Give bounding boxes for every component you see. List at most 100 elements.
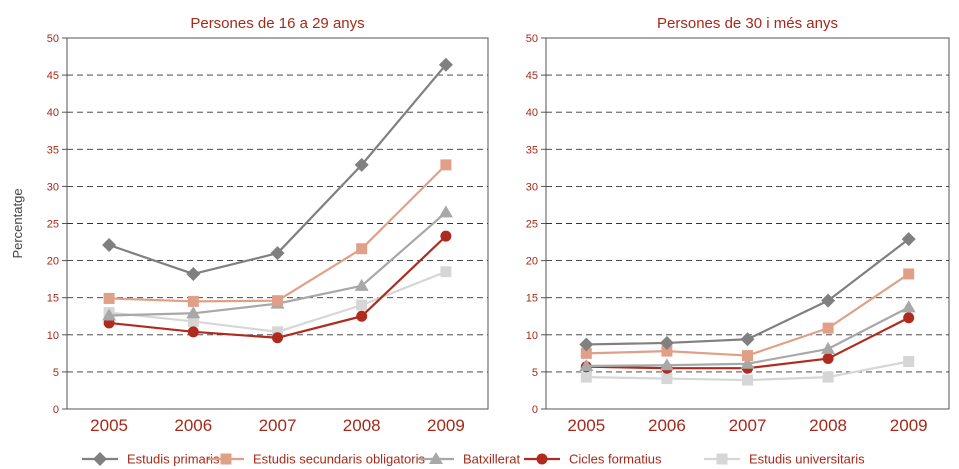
data-point-estudis-primaris <box>579 337 594 352</box>
y-tick-label: 10 <box>526 330 538 342</box>
data-point-batxillerat <box>579 358 594 371</box>
data-point-estudis-universitaris <box>440 266 452 278</box>
data-point-cicles-formatius <box>272 332 283 344</box>
data-point-estudis-secundaris-obligatoris <box>822 322 834 334</box>
data-point-batxillerat <box>186 306 201 319</box>
data-point-batxillerat <box>821 341 836 354</box>
data-point-estudis-primaris <box>102 238 117 253</box>
y-tick-label: 0 <box>532 404 538 416</box>
legend-label: Batxillerat <box>463 452 520 467</box>
data-point-batxillerat <box>740 356 755 369</box>
data-point-cicles-formatius <box>822 353 834 365</box>
y-tick-label: 35 <box>47 144 59 156</box>
data-point-estudis-primaris <box>438 57 453 72</box>
data-point-estudis-universitaris <box>822 371 834 383</box>
data-point-estudis-secundaris-obligatoris <box>661 345 673 357</box>
data-point-estudis-primaris <box>740 332 755 347</box>
legend-item-cicles-formatius: Cicles formatius <box>524 452 662 467</box>
y-tick-label: 50 <box>47 33 59 45</box>
data-point-batxillerat <box>102 308 117 321</box>
data-point-estudis-universitaris <box>903 356 915 368</box>
y-tick-label: 30 <box>47 181 59 193</box>
panel-2: 0 5 10 15 20 25 30 35 40 45 50 2005 2006 2007 2008 2009… <box>526 15 950 435</box>
data-point-batxillerat <box>438 205 453 218</box>
y-tick-label: 45 <box>526 70 538 82</box>
data-point-estudis-secundaris-obligatoris <box>103 292 115 304</box>
data-point-estudis-primaris <box>354 157 369 172</box>
series-estudis-secundaris-obligatoris <box>103 159 452 307</box>
y-tick-label: 25 <box>526 219 538 231</box>
x-tick-label: 2008 <box>343 416 381 435</box>
legend-label: Estudis universitaris <box>749 452 865 467</box>
data-point-estudis-secundaris-obligatoris <box>903 268 915 280</box>
y-tick-label: 45 <box>47 70 59 82</box>
x-tick-label: 2006 <box>648 416 686 435</box>
y-tick-label: 40 <box>47 107 59 119</box>
x-tick-label: 2009 <box>427 416 465 435</box>
data-point-batxillerat <box>901 300 916 313</box>
data-point-estudis-primaris <box>821 293 836 308</box>
y-tick-label: 25 <box>47 219 59 231</box>
x-tick-label: 2005 <box>567 416 605 435</box>
x-tick-label: 2008 <box>809 416 847 435</box>
legend-label: Estudis primaris <box>127 452 220 467</box>
legend-item-batxillerat: Batxillerat <box>418 452 520 467</box>
data-point-estudis-primaris <box>186 266 201 281</box>
data-point-estudis-universitaris <box>661 373 673 385</box>
data-point-estudis-universitaris <box>356 299 368 311</box>
legend-label: Cicles formatius <box>569 452 662 467</box>
series-batxillerat <box>579 300 916 371</box>
data-point-estudis-primaris <box>270 246 285 261</box>
y-tick-label: 10 <box>47 330 59 342</box>
panel-1: 0 5 10 15 20 25 30 35 40 45 50 2005 2006 2007 2008 2009… <box>47 15 489 435</box>
series-estudis-primaris <box>579 232 916 352</box>
legend-marker-estudis-secundaris-obligatoris <box>220 453 232 465</box>
data-point-estudis-secundaris-obligatoris <box>440 159 452 171</box>
legend-label: Estudis secundaris obligatoris <box>253 452 425 467</box>
y-tick-label: 15 <box>47 293 59 305</box>
data-point-estudis-secundaris-obligatoris <box>187 295 199 307</box>
y-tick-label: 5 <box>532 367 538 379</box>
y-tick-label: 50 <box>526 33 538 45</box>
y-tick-label: 35 <box>526 144 538 156</box>
data-point-estudis-primaris <box>659 335 674 350</box>
data-point-estudis-secundaris-obligatoris <box>580 347 592 359</box>
y-tick-label: 15 <box>526 293 538 305</box>
x-tick-label: 2005 <box>90 416 128 435</box>
legend-marker-estudis-primaris <box>93 452 107 466</box>
x-tick-label: 2006 <box>174 416 212 435</box>
y-tick-label: 0 <box>53 404 59 416</box>
legend: Estudis primaris Estudis secundaris oblig… <box>82 452 865 467</box>
data-point-batxillerat <box>659 358 674 371</box>
panel-title: Persones de 16 a 29 anys <box>190 15 364 32</box>
x-tick-label: 2007 <box>259 416 297 435</box>
data-point-estudis-universitaris <box>272 326 283 338</box>
series-estudis-universitaris <box>580 356 915 386</box>
data-point-cicles-formatius <box>903 312 915 324</box>
y-tick-label: 20 <box>47 256 59 268</box>
panel-title: Persones de 30 i més anys <box>657 15 838 32</box>
legend-marker-cicles-formatius <box>536 453 548 465</box>
data-point-estudis-universitaris <box>187 315 199 327</box>
series-estudis-secundaris-obligatoris <box>580 268 915 362</box>
y-tick-label: 5 <box>53 367 59 379</box>
series-estudis-primaris <box>102 57 453 281</box>
data-point-cicles-formatius <box>187 326 199 338</box>
y-tick-label: 20 <box>526 256 538 268</box>
data-point-estudis-secundaris-obligatoris <box>742 350 753 362</box>
data-point-estudis-universitaris <box>742 374 753 386</box>
data-point-estudis-secundaris-obligatoris <box>272 295 283 307</box>
x-tick-label: 2009 <box>890 416 928 435</box>
y-tick-label: 30 <box>526 181 538 193</box>
legend-item-estudis-universitaris: Estudis universitaris <box>704 452 865 467</box>
legend-item-estudis-primaris: Estudis primaris <box>82 452 220 467</box>
data-point-cicles-formatius <box>440 230 452 242</box>
legend-marker-batxillerat <box>429 452 443 464</box>
legend-marker-estudis-universitaris <box>716 453 728 465</box>
data-point-estudis-universitaris <box>580 371 592 383</box>
y-axis-label: Percentatge <box>10 188 25 258</box>
y-tick-label: 40 <box>526 107 538 119</box>
data-point-batxillerat <box>354 278 369 291</box>
x-tick-label: 2007 <box>729 416 767 435</box>
